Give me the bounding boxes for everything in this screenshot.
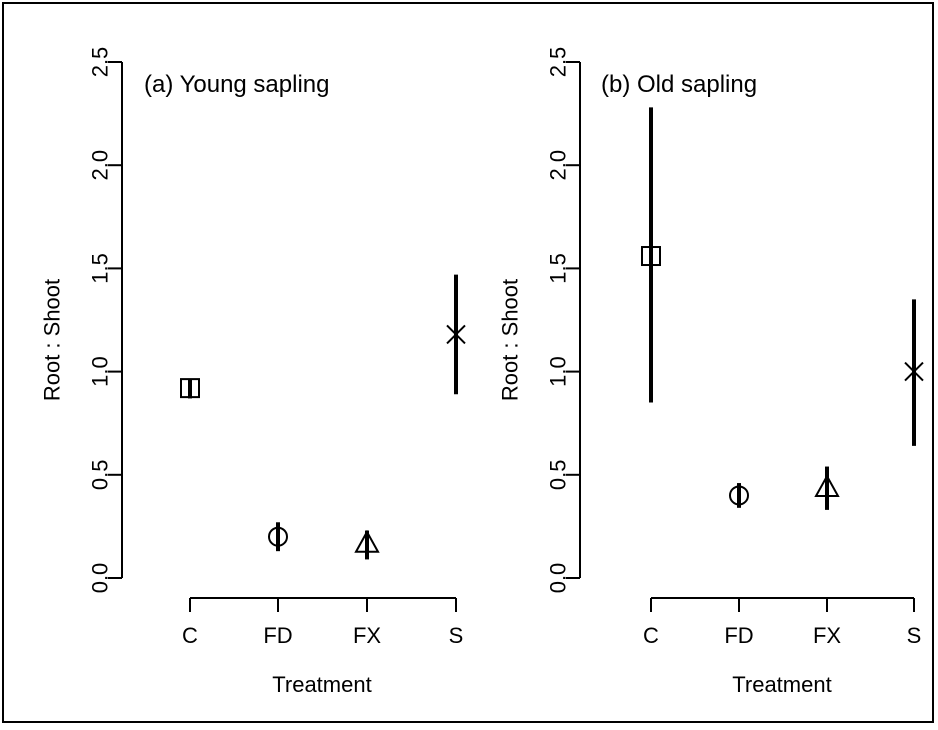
panel-a-y-tick-label: 2.0	[88, 150, 113, 181]
panel-b-x-tick-label: S	[907, 623, 922, 648]
panel-a-point-C	[180, 378, 200, 399]
panel-a-y-tick-label: 0.5	[88, 460, 113, 491]
panel-a-point-FX	[354, 529, 380, 553]
panel-b-point-C	[641, 246, 661, 267]
panel-a-point-S	[446, 324, 466, 345]
panel-a-y-tick-label: 2.5	[88, 47, 113, 78]
panel-b-x-axis-title: Treatment	[732, 672, 831, 697]
panel-b-y-tick-label: 2.0	[546, 150, 571, 181]
panel-b-point-FX	[814, 474, 840, 497]
panel-b-y-axis-title: Root : Shoot	[498, 279, 523, 401]
panel-a-x-tick-label: C	[182, 623, 198, 648]
panel-b-label: (b) Old sapling	[601, 71, 757, 98]
panel-b-point-S	[904, 361, 924, 382]
panel-a-label: (a) Young sapling	[144, 71, 329, 98]
panel-a-y-tick-label: 1.0	[88, 356, 113, 387]
panel-a-x-tick-label: FD	[263, 623, 292, 648]
panel-b-y-tick-label: 2.5	[546, 47, 571, 78]
panel-a-x-tick-label: FX	[353, 623, 381, 648]
panel-b-x-tick-label: FX	[813, 623, 841, 648]
panel-b-x-tick-label: FD	[724, 623, 753, 648]
panel-b-x-tick-label: C	[643, 623, 659, 648]
panel-a-y-tick-label: 0.0	[88, 563, 113, 594]
panel-a-y-tick-label: 1.5	[88, 253, 113, 284]
panel-a-point-FD	[268, 526, 288, 547]
panel-a-x-tick-label: S	[449, 623, 464, 648]
panel-b-y-tick-label: 0.5	[546, 460, 571, 491]
panel-b-y-tick-label: 1.5	[546, 253, 571, 284]
panel-a-x-axis-title: Treatment	[272, 672, 371, 697]
panel-a-y-axis-title: Root : Shoot	[40, 279, 65, 401]
panel-b-point-FD	[729, 485, 749, 506]
panel-b-y-tick-label: 0.0	[546, 563, 571, 594]
panel-b-y-tick-label: 1.0	[546, 356, 571, 387]
